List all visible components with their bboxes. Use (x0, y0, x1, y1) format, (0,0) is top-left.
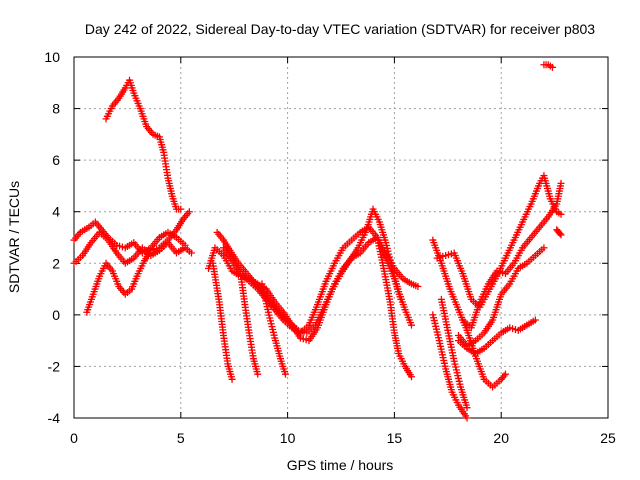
series-track-8 (209, 259, 236, 383)
y-tick-label: 0 (52, 307, 60, 323)
x-tick-label: 10 (280, 430, 296, 446)
data-point (187, 249, 195, 257)
data-point (281, 370, 289, 378)
x-axis-label: GPS time / hours (287, 457, 394, 473)
series-track-16 (459, 179, 565, 332)
data-point (407, 373, 415, 381)
x-tick-label: 5 (177, 430, 185, 446)
chart-title: Day 242 of 2022, Sidereal Day-to-day VTE… (85, 21, 595, 37)
data-point (181, 241, 189, 249)
data-point (463, 404, 471, 412)
series-track-3 (83, 208, 193, 316)
y-tick-labels: -4 -2 0 2 4 6 8 10 (44, 49, 60, 426)
y-tick-label: 2 (52, 255, 60, 271)
data-point (407, 321, 415, 329)
x-tick-label: 20 (493, 430, 509, 446)
data-point (557, 231, 565, 239)
data-point (177, 205, 185, 213)
series-track-13 (429, 311, 471, 422)
series-track-19 (553, 226, 565, 239)
x-tick-label: 15 (387, 430, 403, 446)
x-tick-labels: 0 5 10 15 20 25 (70, 430, 616, 446)
y-tick-label: -2 (48, 358, 61, 374)
series-track-4 (102, 76, 185, 213)
series-track-20 (540, 61, 556, 71)
data-point (501, 370, 509, 378)
y-tick-label: 6 (52, 152, 60, 168)
data-point (397, 295, 405, 303)
y-axis-label: SDTVAR / TECUs (6, 181, 22, 293)
y-tick-label: 10 (44, 49, 60, 65)
series-track-9 (237, 270, 262, 378)
series-track-10 (258, 280, 289, 378)
y-tick-label: 4 (52, 204, 60, 220)
series-track-18 (454, 316, 539, 358)
data-point (531, 316, 539, 324)
data-point (414, 282, 422, 290)
x-tick-label: 25 (600, 430, 616, 446)
data-point (185, 208, 193, 216)
data-point (228, 375, 236, 383)
data-point (254, 370, 262, 378)
data-point (548, 63, 556, 71)
data-point (557, 210, 565, 218)
data-point (463, 414, 471, 422)
y-tick-label: -4 (48, 410, 61, 426)
x-tick-label: 0 (70, 430, 78, 446)
series-track-11 (373, 234, 415, 381)
series-track-14 (437, 295, 471, 412)
y-tick-label: 8 (52, 101, 60, 117)
data-series (70, 61, 565, 422)
grid-lines (74, 57, 608, 418)
data-point (540, 244, 548, 252)
data-point (556, 230, 564, 238)
data-point (557, 179, 565, 187)
